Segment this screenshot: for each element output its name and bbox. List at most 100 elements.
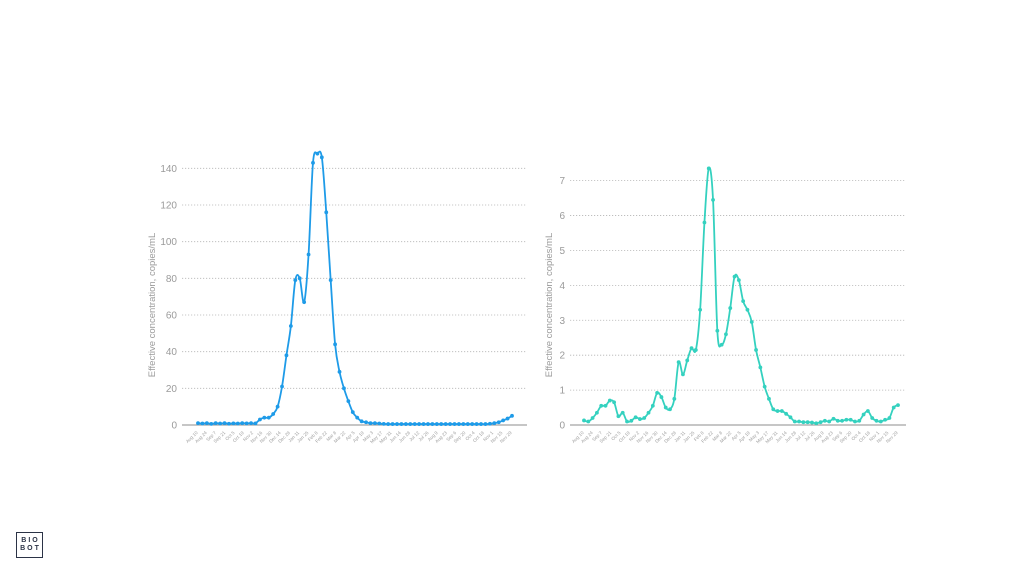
data-point xyxy=(642,416,647,420)
data-point xyxy=(253,421,258,426)
y-tick-label: 100 xyxy=(160,237,177,248)
data-point xyxy=(324,210,329,215)
logo-line-1: BIO xyxy=(21,537,40,544)
data-point xyxy=(698,307,703,312)
data-point xyxy=(461,422,466,426)
data-point xyxy=(590,416,595,420)
data-point xyxy=(788,415,793,420)
x-tick-label: Oct 4 xyxy=(850,430,862,442)
data-point xyxy=(364,420,368,425)
data-point xyxy=(749,320,754,324)
data-point xyxy=(333,342,337,347)
series-line xyxy=(583,166,899,425)
data-point xyxy=(218,421,223,426)
data-point xyxy=(244,421,249,426)
data-point xyxy=(412,422,417,426)
biobot-logo: BIO BOT xyxy=(16,532,43,558)
data-point xyxy=(689,346,694,351)
data-point xyxy=(381,422,386,426)
data-point xyxy=(844,417,849,422)
data-point xyxy=(758,365,763,370)
data-point xyxy=(284,353,289,358)
data-point xyxy=(342,386,346,391)
data-point xyxy=(377,421,382,426)
data-point xyxy=(831,416,836,421)
data-point xyxy=(235,421,240,426)
data-point xyxy=(403,422,408,426)
data-point xyxy=(797,419,801,424)
logo-line-2: BOT xyxy=(20,545,41,552)
data-point xyxy=(629,418,634,423)
data-point xyxy=(288,324,293,328)
y-tick-label: 0 xyxy=(171,421,177,432)
data-point xyxy=(612,400,617,405)
data-point xyxy=(603,403,608,408)
data-point xyxy=(355,415,360,420)
data-point xyxy=(474,422,479,426)
y-tick-label: 1 xyxy=(559,386,565,397)
data-point xyxy=(443,422,448,426)
data-point xyxy=(650,403,655,408)
data-point xyxy=(271,412,276,416)
data-point xyxy=(408,422,413,426)
data-point xyxy=(762,384,767,389)
data-point xyxy=(315,151,320,156)
data-point xyxy=(222,421,227,426)
data-point xyxy=(896,403,900,407)
data-point xyxy=(417,422,422,426)
data-point xyxy=(810,420,814,425)
data-point xyxy=(732,274,737,279)
data-point xyxy=(883,417,887,422)
data-point xyxy=(231,421,236,426)
data-point xyxy=(835,418,840,423)
data-point xyxy=(633,415,638,420)
data-point xyxy=(767,396,771,401)
data-point xyxy=(784,411,789,416)
data-point xyxy=(390,422,395,426)
data-point xyxy=(262,415,267,420)
data-point xyxy=(870,416,875,420)
data-point xyxy=(452,422,457,426)
data-point xyxy=(711,197,715,202)
data-point xyxy=(861,412,866,417)
data-point xyxy=(395,422,399,426)
data-point xyxy=(470,422,475,426)
data-point xyxy=(483,422,488,426)
data-point xyxy=(492,421,497,426)
data-point xyxy=(672,396,677,401)
data-point xyxy=(373,421,377,426)
data-point xyxy=(655,390,660,395)
data-point xyxy=(616,414,621,419)
y-tick-label: 60 xyxy=(166,311,178,322)
y-tick-label: 140 xyxy=(160,164,177,175)
y-tick-label: 3 xyxy=(559,316,565,327)
data-point xyxy=(848,417,853,422)
data-point xyxy=(359,419,364,424)
data-point xyxy=(818,420,823,425)
data-point xyxy=(266,415,271,420)
data-point xyxy=(434,422,439,426)
data-point xyxy=(638,417,642,421)
data-point xyxy=(728,306,733,310)
data-point xyxy=(724,332,728,337)
y-tick-label: 40 xyxy=(166,347,178,358)
data-point xyxy=(685,358,690,363)
y-tick-label: 80 xyxy=(166,274,178,285)
data-point xyxy=(805,420,810,425)
data-point xyxy=(853,419,857,424)
data-point xyxy=(505,416,510,421)
y-tick-label: 7 xyxy=(559,176,565,187)
data-point xyxy=(457,422,461,426)
data-point xyxy=(586,419,591,424)
y-tick-label: 20 xyxy=(166,384,178,395)
data-point xyxy=(814,421,819,426)
data-point xyxy=(196,421,200,426)
data-point xyxy=(693,348,698,352)
data-point xyxy=(439,422,444,426)
data-point xyxy=(496,420,501,425)
data-point xyxy=(426,422,430,426)
data-point xyxy=(840,418,844,423)
data-point xyxy=(646,410,651,415)
y-tick-label: 4 xyxy=(559,281,565,292)
data-point xyxy=(792,419,797,424)
